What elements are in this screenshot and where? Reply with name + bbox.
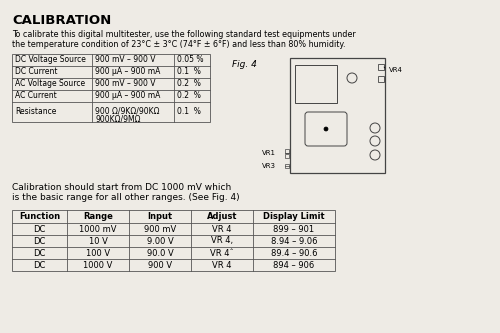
Text: 90.0 V: 90.0 V: [146, 248, 174, 257]
Text: DC: DC: [34, 236, 46, 245]
Text: 9.00 V: 9.00 V: [146, 236, 174, 245]
Text: 1000 mV: 1000 mV: [79, 224, 117, 233]
Text: 0.1  %: 0.1 %: [177, 68, 201, 77]
Bar: [285, 154, 289, 158]
Text: 1000 V: 1000 V: [84, 260, 112, 269]
Text: VR 4ˆ: VR 4ˆ: [210, 248, 234, 257]
Text: 900 V: 900 V: [148, 260, 172, 269]
Text: Adjust: Adjust: [207, 212, 238, 221]
Bar: [290, 58, 385, 173]
Text: Function: Function: [19, 212, 60, 221]
Text: Calibration should start from DC 1000 mV which: Calibration should start from DC 1000 mV…: [12, 183, 231, 192]
Text: 900 Ω/9KΩ/90KΩ: 900 Ω/9KΩ/90KΩ: [95, 107, 160, 116]
Text: 900KΩ/9MΩ: 900KΩ/9MΩ: [95, 114, 140, 123]
Text: DC Voltage Source: DC Voltage Source: [15, 56, 86, 65]
Text: To calibrate this digital multitester, use the following standard test equipment: To calibrate this digital multitester, u…: [12, 30, 356, 39]
Text: Range: Range: [83, 212, 113, 221]
Text: 0.05 %: 0.05 %: [177, 56, 204, 65]
Text: is the basic range for all other ranges. (See Fig. 4): is the basic range for all other ranges.…: [12, 193, 239, 202]
Bar: [285, 164, 289, 168]
Text: 894 – 906: 894 – 906: [274, 260, 314, 269]
Text: VR4: VR4: [389, 67, 403, 73]
Text: 100 V: 100 V: [86, 248, 110, 257]
Text: 0.2  %: 0.2 %: [177, 80, 201, 89]
Text: AC Voltage Source: AC Voltage Source: [15, 80, 85, 89]
Text: VR 4: VR 4: [212, 224, 232, 233]
Text: DC: DC: [34, 248, 46, 257]
Circle shape: [324, 127, 328, 131]
Text: CALIBRATION: CALIBRATION: [12, 14, 111, 27]
Text: 0.1  %: 0.1 %: [177, 108, 201, 117]
Text: VR 4,: VR 4,: [211, 236, 233, 245]
Text: VR 4: VR 4: [212, 260, 232, 269]
Text: 900 mV – 900 V: 900 mV – 900 V: [95, 80, 156, 89]
Text: Input: Input: [148, 212, 172, 221]
Text: 0.2  %: 0.2 %: [177, 92, 201, 101]
Bar: [285, 149, 289, 153]
Bar: [12, 54, 210, 122]
Text: DC: DC: [34, 260, 46, 269]
Text: AC Current: AC Current: [15, 92, 57, 101]
Text: 10 V: 10 V: [88, 236, 108, 245]
Text: 900 mV: 900 mV: [144, 224, 176, 233]
Text: 900 μA – 900 mA: 900 μA – 900 mA: [95, 92, 160, 101]
Text: Display Limit: Display Limit: [263, 212, 325, 221]
Bar: [295, 65, 337, 103]
Text: Fig. 4: Fig. 4: [232, 60, 257, 69]
Text: Resistance: Resistance: [15, 108, 56, 117]
Text: 900 mV – 900 V: 900 mV – 900 V: [95, 56, 156, 65]
Text: DC Current: DC Current: [15, 68, 58, 77]
Text: DC: DC: [34, 224, 46, 233]
Text: 89.4 – 90.6: 89.4 – 90.6: [271, 248, 318, 257]
Text: VR3: VR3: [262, 163, 276, 169]
Text: VR1: VR1: [262, 150, 276, 156]
Bar: [378, 64, 384, 70]
Text: 899 – 901: 899 – 901: [274, 224, 314, 233]
Bar: [378, 76, 384, 82]
Text: 8.94 – 9.06: 8.94 – 9.06: [271, 236, 318, 245]
Text: the temperature condition of 23°C ± 3°C (74°F ± 6°F) and less than 80% humidity.: the temperature condition of 23°C ± 3°C …: [12, 40, 345, 49]
Text: 900 μA – 900 mA: 900 μA – 900 mA: [95, 68, 160, 77]
Bar: [12, 210, 335, 271]
